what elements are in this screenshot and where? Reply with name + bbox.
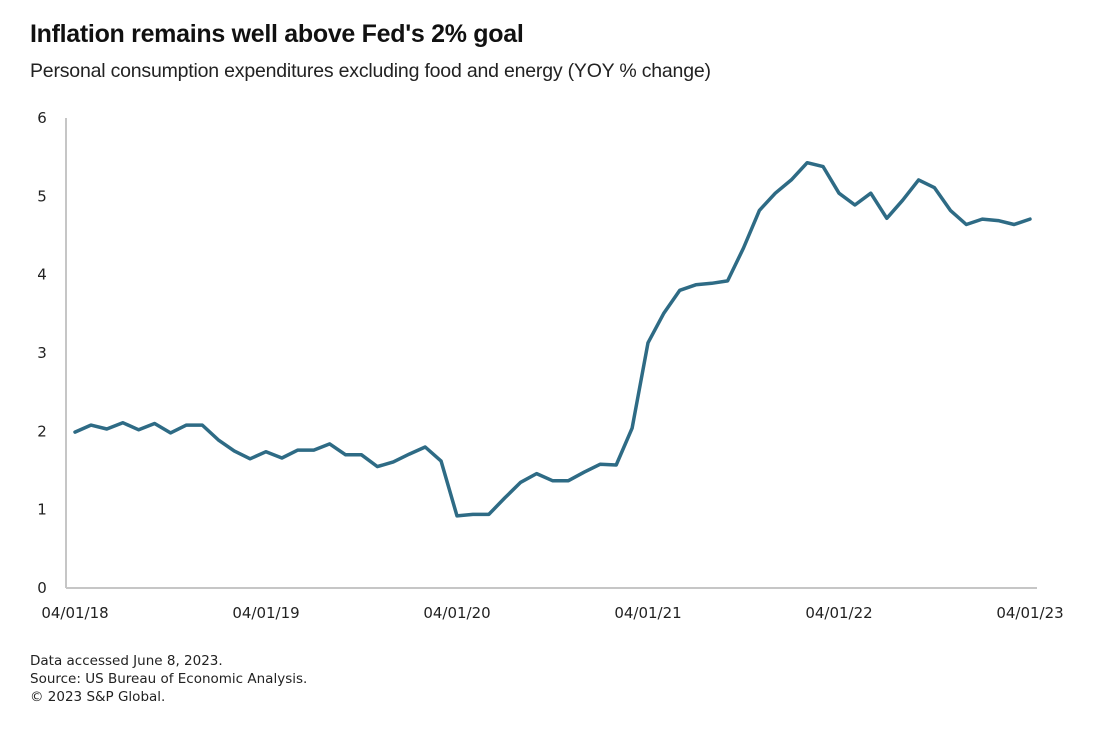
data-point xyxy=(169,431,173,435)
data-point xyxy=(582,470,586,474)
chart-title: Inflation remains well above Fed's 2% go… xyxy=(30,20,524,48)
data-point xyxy=(216,438,220,442)
data-point xyxy=(391,460,395,464)
data-point xyxy=(105,427,109,431)
data-point xyxy=(901,198,905,202)
data-point xyxy=(710,281,714,285)
data-point xyxy=(678,288,682,292)
data-point xyxy=(1028,217,1032,221)
y-tick-label: 0 xyxy=(37,579,47,597)
y-tick-label: 3 xyxy=(37,344,47,362)
data-point xyxy=(742,246,746,250)
copyright-note: © 2023 S&P Global. xyxy=(30,689,166,705)
y-tick-label: 5 xyxy=(37,187,47,205)
data-point xyxy=(853,203,857,207)
data-point xyxy=(121,421,125,425)
data-point xyxy=(551,479,555,483)
y-tick-label: 1 xyxy=(37,501,47,519)
data-point xyxy=(789,178,793,182)
data-point xyxy=(948,208,952,212)
series-line-core-pce xyxy=(73,160,1032,518)
data-point xyxy=(519,480,523,484)
data-point xyxy=(439,459,443,463)
data-point xyxy=(869,191,873,195)
x-tick-label: 04/01/21 xyxy=(614,604,681,622)
data-point xyxy=(773,191,777,195)
source-note: Source: US Bureau of Economic Analysis. xyxy=(30,671,308,687)
data-point xyxy=(837,191,841,195)
data-point xyxy=(184,423,188,427)
data-point xyxy=(407,452,411,456)
data-point xyxy=(280,456,284,460)
data-point xyxy=(375,465,379,469)
data-point xyxy=(455,514,459,518)
data-point xyxy=(360,453,364,457)
data-point xyxy=(885,216,889,220)
data-point xyxy=(996,219,1000,223)
x-axis-ticks: 04/01/18 04/01/19 04/01/20 04/01/21 04/01/22… xyxy=(41,604,1063,622)
axes xyxy=(65,118,1037,589)
x-tick-label: 04/01/20 xyxy=(423,604,490,622)
data-point xyxy=(200,423,204,427)
line-chart: 0 1 2 3 4 5 6 04/01/18 04/01/19 04/01/20 04/01/21… xyxy=(37,109,1063,622)
data-point xyxy=(821,165,825,169)
data-point xyxy=(137,428,141,432)
x-tick-label: 04/01/19 xyxy=(232,604,299,622)
data-point xyxy=(312,448,316,452)
data-point xyxy=(566,479,570,483)
data-point xyxy=(487,512,491,516)
data-point xyxy=(726,279,730,283)
x-tick-label: 04/01/18 xyxy=(41,604,108,622)
data-point xyxy=(805,161,809,165)
data-point xyxy=(964,223,968,227)
data-point xyxy=(1012,223,1016,227)
data-point xyxy=(328,442,332,446)
y-tick-label: 2 xyxy=(37,422,47,440)
data-point xyxy=(471,512,475,516)
data-point xyxy=(248,457,252,461)
chart-footer: Data accessed June 8, 2023. Source: US B… xyxy=(30,652,307,706)
data-accessed-note: Data accessed June 8, 2023. xyxy=(30,653,223,669)
data-point xyxy=(89,423,93,427)
y-tick-label: 6 xyxy=(37,109,47,127)
series-group xyxy=(73,160,1032,518)
data-point xyxy=(344,453,348,457)
data-point xyxy=(646,341,650,345)
data-point xyxy=(264,450,268,454)
data-point xyxy=(232,449,236,453)
data-point xyxy=(662,311,666,315)
data-point xyxy=(535,472,539,476)
y-axis-ticks: 0 1 2 3 4 5 6 xyxy=(37,109,47,597)
data-point xyxy=(917,178,921,182)
data-point xyxy=(630,426,634,430)
data-point xyxy=(296,448,300,452)
y-tick-label: 4 xyxy=(37,266,47,284)
data-point xyxy=(694,283,698,287)
chart-subtitle: Personal consumption expenditures exclud… xyxy=(30,60,711,82)
x-tick-label: 04/01/23 xyxy=(996,604,1063,622)
data-point xyxy=(423,445,427,449)
data-point xyxy=(153,422,157,426)
data-point xyxy=(980,217,984,221)
data-point xyxy=(73,430,77,434)
x-tick-label: 04/01/22 xyxy=(805,604,872,622)
data-point xyxy=(614,463,618,467)
data-point xyxy=(503,496,507,500)
data-point xyxy=(598,462,602,466)
data-point xyxy=(933,186,937,190)
data-point xyxy=(757,208,761,212)
